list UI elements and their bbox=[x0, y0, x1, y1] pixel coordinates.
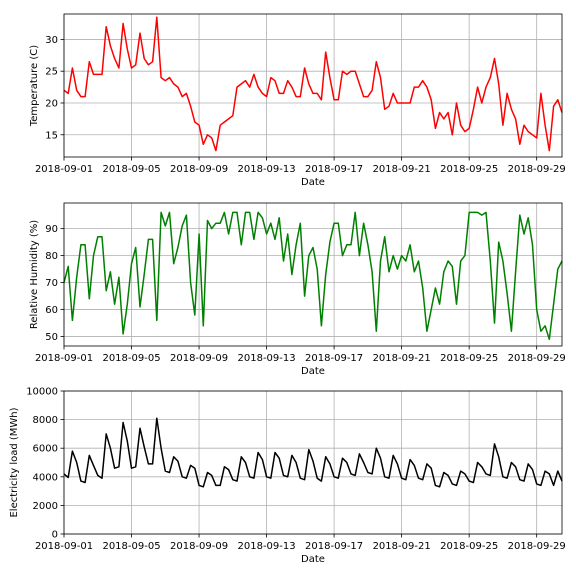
x-tick-label: 2018-09-05 bbox=[102, 353, 160, 364]
x-tick-label: 2018-09-01 bbox=[35, 541, 93, 552]
axes-frame bbox=[63, 202, 563, 347]
x-tick-label: 2018-09-05 bbox=[102, 541, 160, 552]
x-tick-label: 2018-09-21 bbox=[373, 541, 431, 552]
x-tick-label: 2018-09-05 bbox=[102, 164, 160, 175]
y-axis-label: Electricity load (MWh) bbox=[9, 407, 20, 517]
y-tick-label: 50 bbox=[45, 332, 58, 343]
axes-frame bbox=[63, 390, 563, 535]
y-tick-label: 25 bbox=[45, 67, 58, 78]
x-tick-label: 2018-09-17 bbox=[305, 541, 363, 552]
series-line bbox=[63, 211, 563, 341]
y-tick-label: 30 bbox=[45, 35, 58, 46]
y-tick-label: 60 bbox=[45, 305, 58, 316]
x-tick-label: 2018-09-21 bbox=[373, 353, 431, 364]
y-tick-label: 90 bbox=[45, 224, 58, 235]
y-tick-label: 4000 bbox=[33, 472, 58, 483]
x-tick-label: 2018-09-29 bbox=[508, 164, 566, 175]
y-tick-label: 10000 bbox=[26, 387, 58, 398]
x-tick-label: 2018-09-17 bbox=[305, 164, 363, 175]
x-tick-label: 2018-09-17 bbox=[305, 353, 363, 364]
series-line bbox=[63, 16, 563, 152]
x-tick-label: 2018-09-09 bbox=[170, 164, 228, 175]
series-line bbox=[63, 417, 563, 488]
x-tick-label: 2018-09-13 bbox=[238, 541, 296, 552]
x-tick-label: 2018-09-13 bbox=[238, 164, 296, 175]
y-tick-label: 8000 bbox=[33, 415, 58, 426]
x-tick-label: 2018-09-29 bbox=[508, 541, 566, 552]
y-tick-label: 15 bbox=[45, 130, 58, 141]
x-tick-label: 2018-09-21 bbox=[373, 164, 431, 175]
y-tick-label: 70 bbox=[45, 278, 58, 289]
y-tick-label: 80 bbox=[45, 251, 58, 262]
x-tick-label: 2018-09-01 bbox=[35, 164, 93, 175]
x-tick-label: 2018-09-13 bbox=[238, 353, 296, 364]
y-tick-label: 0 bbox=[52, 530, 58, 541]
x-axis-label: Date bbox=[301, 366, 325, 377]
x-tick-label: 2018-09-25 bbox=[440, 164, 498, 175]
x-tick-label: 2018-09-25 bbox=[440, 353, 498, 364]
y-tick-label: 6000 bbox=[33, 444, 58, 455]
x-tick-label: 2018-09-01 bbox=[35, 353, 93, 364]
x-tick-label: 2018-09-29 bbox=[508, 353, 566, 364]
x-axis-label: Date bbox=[301, 177, 325, 188]
x-axis-label: Date bbox=[301, 554, 325, 565]
x-tick-label: 2018-09-09 bbox=[170, 541, 228, 552]
x-tick-label: 2018-09-25 bbox=[440, 541, 498, 552]
y-tick-label: 20 bbox=[45, 98, 58, 109]
y-axis-label: Relative Humidity (%) bbox=[29, 220, 40, 329]
y-axis-label: Temperature (C) bbox=[29, 45, 40, 127]
axes-frame bbox=[63, 13, 563, 158]
x-tick-label: 2018-09-09 bbox=[170, 353, 228, 364]
y-tick-label: 2000 bbox=[33, 501, 58, 512]
